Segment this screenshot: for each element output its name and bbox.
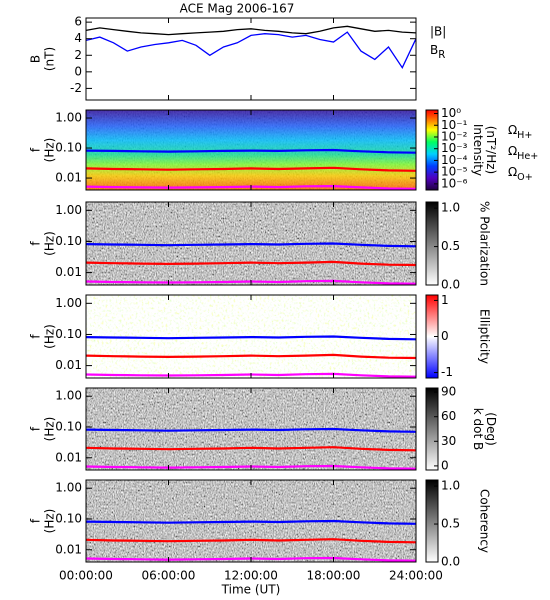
- gyrofrequency-line: [85, 427, 417, 433]
- colorbar-label: Ellipticity: [478, 309, 492, 364]
- y-tick-label: 1.00: [55, 203, 82, 217]
- colorbar-tick-label: 0: [441, 458, 449, 472]
- x-tick-label: 18:00:00: [307, 569, 361, 583]
- y-tick-label: 0.01: [55, 171, 82, 185]
- y-axis-label: (Hz): [43, 138, 57, 163]
- y-axis-label: (Hz): [43, 231, 57, 256]
- colorbar: [425, 201, 439, 286]
- colorbar-tick-label: 60: [441, 409, 456, 423]
- colorbar-tick-label: 1: [441, 293, 449, 307]
- y-tick-label: 0.10: [55, 419, 82, 433]
- colorbar-tick-label: 10⁻⁶: [441, 176, 468, 190]
- x-axis-label: Time (UT): [221, 583, 281, 597]
- y-axis-label: f: [29, 426, 43, 431]
- y-axis-label: (Hz): [43, 509, 57, 534]
- colorbar-tick-label: 1.0: [441, 479, 460, 493]
- legend-label: ΩH+: [508, 123, 532, 141]
- colorbar-label: (Deg): [484, 412, 498, 446]
- colorbar: [425, 109, 439, 191]
- gyrofrequency-line: [85, 538, 417, 544]
- colorbar-tick-label: 1.0: [441, 201, 460, 215]
- colorbar-label: % Polarization: [478, 201, 492, 286]
- y-axis-label: (nT): [43, 47, 57, 71]
- gyrofrequency-line: [85, 446, 417, 452]
- gyrofrequency-line: [85, 335, 417, 341]
- colorbar-tick-label: 0.5: [441, 239, 460, 253]
- legend-label: ΩHe+: [508, 144, 538, 162]
- x-tick-label: 06:00:00: [142, 569, 196, 583]
- y-axis-label: (Hz): [43, 417, 57, 442]
- gyrofrequency-line: [85, 260, 417, 267]
- x-tick-label: 00:00:00: [59, 569, 113, 583]
- y-tick-label: 1.00: [55, 296, 82, 310]
- y-tick-label: 0.10: [55, 141, 82, 155]
- colorbar: [425, 387, 439, 471]
- y-axis-label: f: [29, 241, 43, 246]
- colorbar: [425, 479, 439, 563]
- y-tick-label: 2: [74, 48, 82, 62]
- y-tick-label: 0.10: [55, 511, 82, 525]
- line-series: [85, 25, 417, 36]
- y-tick-label: 0.01: [55, 265, 82, 279]
- colorbar-label: Intensity: [471, 124, 485, 176]
- colorbar-tick-label: 10⁰: [441, 106, 461, 120]
- gyrofrequency-line: [85, 148, 417, 154]
- colorbar-tick-label: 10⁻¹: [441, 118, 468, 132]
- y-axis-label: f: [29, 147, 43, 152]
- y-tick-label: 6: [74, 15, 82, 29]
- line-series: [85, 31, 417, 70]
- y-axis-label: f: [29, 518, 43, 523]
- x-tick-label: 12:00:00: [224, 569, 278, 583]
- colorbar-label: (nT²/Hz): [484, 126, 498, 174]
- y-tick-label: 0.10: [55, 327, 82, 341]
- colorbar-tick-label: -1: [441, 365, 453, 379]
- colorbar-tick-label: 0.5: [441, 517, 460, 531]
- y-tick-label: 0.10: [55, 234, 82, 248]
- x-tick-label: 24:00:00: [389, 569, 443, 583]
- colorbar-tick-label: 30: [441, 434, 456, 448]
- legend-label: ΩO+: [508, 165, 533, 183]
- colorbar-tick-label: 10⁻⁴: [441, 153, 468, 167]
- legend-label: BR: [430, 43, 445, 62]
- colorbar-tick-label: 0.0: [441, 278, 460, 292]
- y-tick-label: 1.00: [55, 481, 82, 495]
- y-tick-label: 0.01: [55, 358, 82, 372]
- y-tick-label: -2: [70, 81, 82, 95]
- chart-title: ACE Mag 2006-167: [180, 2, 295, 16]
- y-axis-label: B: [29, 55, 43, 63]
- gyrofrequency-line: [85, 519, 417, 525]
- y-axis-label: f: [29, 334, 43, 339]
- y-tick-label: 1.00: [55, 111, 82, 125]
- colorbar-label: k dot B: [471, 408, 485, 450]
- y-axis-label: (Hz): [43, 324, 57, 349]
- gyrofrequency-line: [85, 353, 417, 360]
- colorbar-tick-label: 0: [441, 329, 449, 343]
- legend-label: |B|: [430, 25, 446, 39]
- y-tick-label: 0.01: [55, 542, 82, 556]
- y-tick-label: 4: [74, 31, 82, 45]
- gyrofrequency-line: [85, 242, 417, 248]
- y-tick-label: 0.01: [55, 450, 82, 464]
- gyrofrequency-line: [85, 166, 417, 172]
- colorbar-label: Coherency: [478, 489, 492, 553]
- colorbar-tick-label: 0.0: [441, 555, 460, 569]
- y-tick-label: 0: [74, 64, 82, 78]
- colorbar-tick-label: 10⁻³: [441, 141, 468, 155]
- colorbar-tick-label: 10⁻⁵: [441, 165, 468, 179]
- colorbar-tick-label: 90: [441, 385, 456, 399]
- y-tick-label: 1.00: [55, 389, 82, 403]
- colorbar-tick-label: 10⁻²: [441, 129, 468, 143]
